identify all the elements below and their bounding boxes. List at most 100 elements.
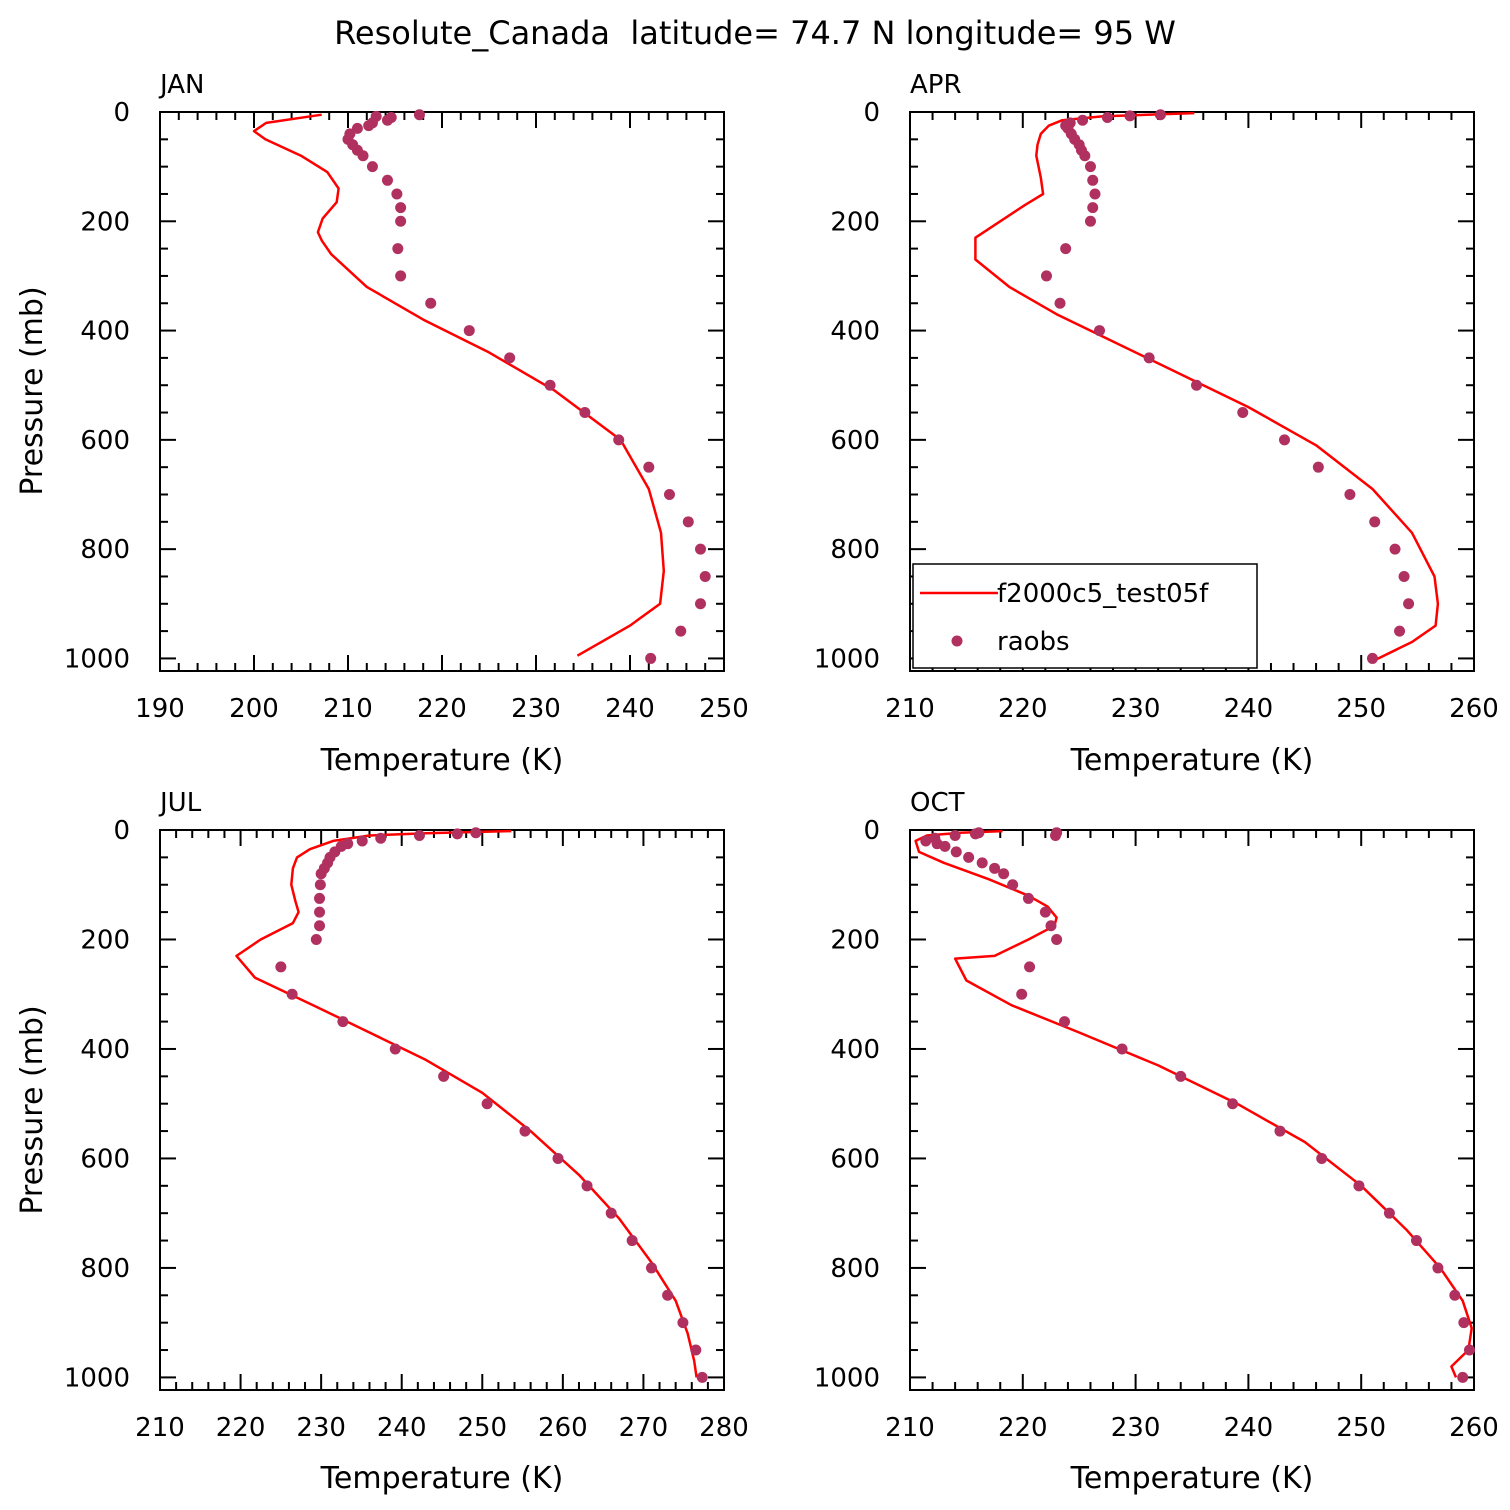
y-tick-label-oct: 0 xyxy=(863,816,880,846)
x-tick-label-apr: 220 xyxy=(998,694,1048,724)
obs-point-jul xyxy=(275,961,287,973)
y-tick-label-jan: 0 xyxy=(113,98,130,128)
x-tick-label-apr: 230 xyxy=(1111,694,1161,724)
obs-point-jan xyxy=(699,570,711,582)
obs-point-oct xyxy=(1457,1371,1469,1383)
obs-point-oct xyxy=(989,862,1001,874)
obs-point-jul xyxy=(690,1344,702,1356)
x-tick-label-apr: 260 xyxy=(1449,694,1499,724)
obs-point-jul xyxy=(626,1235,638,1247)
obs-point-jul xyxy=(696,1371,708,1383)
figure-title: Resolute_Canada latitude= 74.7 N longitu… xyxy=(334,14,1176,52)
obs-point-oct xyxy=(1051,933,1063,945)
obs-point-apr xyxy=(1143,352,1155,364)
obs-point-oct xyxy=(1458,1317,1470,1329)
legend-model-label: f2000c5_test05f xyxy=(997,579,1209,609)
obs-point-apr xyxy=(1054,297,1066,309)
obs-point-apr xyxy=(1191,379,1203,391)
obs-point-apr xyxy=(1077,114,1089,126)
panel-label-jul: JUL xyxy=(158,788,202,818)
obs-point-apr xyxy=(1398,570,1410,582)
obs-point-jan xyxy=(395,202,407,214)
y-tick-label-apr: 800 xyxy=(830,535,880,565)
obs-point-oct xyxy=(1432,1262,1444,1274)
obs-point-jan xyxy=(366,161,378,173)
obs-point-jan xyxy=(643,461,655,473)
y-tick-label-apr: 400 xyxy=(830,317,880,347)
obs-point-apr xyxy=(1094,325,1106,337)
model-line-oct xyxy=(914,829,1473,1378)
obs-point-jan xyxy=(579,407,591,419)
x-tick-label-jul: 270 xyxy=(619,1413,669,1443)
obs-point-apr xyxy=(1084,161,1096,173)
obs-point-jan xyxy=(357,150,369,162)
obs-point-jul xyxy=(581,1180,593,1192)
y-tick-label-apr: 600 xyxy=(830,426,880,456)
obs-point-jan xyxy=(463,325,475,337)
obs-point-jan xyxy=(675,625,687,637)
obs-point-jan xyxy=(395,270,407,282)
obs-point-jul xyxy=(605,1207,617,1219)
y-tick-label-jul: 200 xyxy=(80,925,130,955)
obs-point-oct xyxy=(1116,1043,1128,1055)
x-tick-label-oct: 220 xyxy=(998,1413,1048,1443)
y-tick-label-jan: 1000 xyxy=(64,644,130,674)
x-tick-label-jul: 250 xyxy=(457,1413,507,1443)
obs-point-apr xyxy=(1394,625,1406,637)
obs-point-jan xyxy=(544,379,556,391)
obs-point-oct xyxy=(1463,1344,1475,1356)
x-tick-label-jul: 210 xyxy=(135,1413,185,1443)
y-tick-label-jan: 600 xyxy=(80,426,130,456)
x-tick-label-apr: 250 xyxy=(1336,694,1386,724)
obs-point-jul xyxy=(519,1125,531,1137)
obs-point-oct xyxy=(1175,1070,1187,1082)
obs-point-oct xyxy=(1410,1235,1422,1247)
y-tick-label-jul: 400 xyxy=(80,1035,130,1065)
obs-point-jul xyxy=(552,1152,564,1164)
obs-point-apr xyxy=(1154,109,1166,121)
panel-apr: APR Temperature (K) 210 220 230 240 250 260 0 2… xyxy=(814,70,1499,778)
obs-point-jul xyxy=(470,827,482,839)
obs-point-jan xyxy=(695,543,706,555)
obs-point-jul xyxy=(314,920,326,932)
obs-point-apr xyxy=(1278,434,1290,446)
x-tick-label-jan: 240 xyxy=(605,694,655,724)
plot-frame-jul xyxy=(159,829,725,1391)
obs-point-oct xyxy=(1024,961,1036,973)
obs-point-oct xyxy=(1022,892,1034,904)
plot-frame-oct xyxy=(909,829,1475,1391)
y-tick-label-oct: 200 xyxy=(830,925,880,955)
legend-obs-label: raobs xyxy=(997,627,1070,657)
obs-point-oct xyxy=(1045,920,1057,932)
obs-point-jul xyxy=(451,828,463,840)
ylabel-jan: Pressure (mb) xyxy=(15,286,50,495)
xlabel-jul: Temperature (K) xyxy=(320,1461,564,1496)
obs-point-jan xyxy=(391,188,403,200)
x-tick-label-oct: 240 xyxy=(1224,1413,1274,1443)
obs-point-oct xyxy=(920,835,932,847)
obs-point-oct xyxy=(1059,1016,1071,1028)
y-tick-label-jul: 1000 xyxy=(64,1363,130,1393)
obs-point-apr xyxy=(1389,543,1401,555)
ylabel-jul: Pressure (mb) xyxy=(15,1005,50,1214)
x-tick-label-jul: 240 xyxy=(377,1413,427,1443)
obs-point-jul xyxy=(356,835,368,847)
x-tick-label-jan: 210 xyxy=(323,694,373,724)
y-tick-label-oct: 1000 xyxy=(814,1363,880,1393)
legend-box xyxy=(912,563,1258,669)
obs-point-oct xyxy=(963,851,975,863)
panel-oct: OCT Temperature (K) 210 220 230 240 250 260 0 2… xyxy=(814,788,1499,1496)
obs-point-oct xyxy=(1449,1289,1461,1301)
y-tick-label-jan: 400 xyxy=(80,317,130,347)
obs-point-oct xyxy=(1316,1152,1328,1164)
obs-point-oct xyxy=(1016,988,1028,1000)
obs-point-oct xyxy=(1007,879,1019,891)
obs-point-jan xyxy=(395,215,407,227)
panel-label-jan: JAN xyxy=(158,70,204,100)
obs-point-apr xyxy=(1060,243,1072,255)
xlabel-oct: Temperature (K) xyxy=(1070,1461,1314,1496)
obs-point-apr xyxy=(1344,489,1356,501)
y-tick-label-jul: 0 xyxy=(113,816,130,846)
obs-point-jan xyxy=(663,489,675,501)
xlabel-apr: Temperature (K) xyxy=(1070,743,1314,778)
